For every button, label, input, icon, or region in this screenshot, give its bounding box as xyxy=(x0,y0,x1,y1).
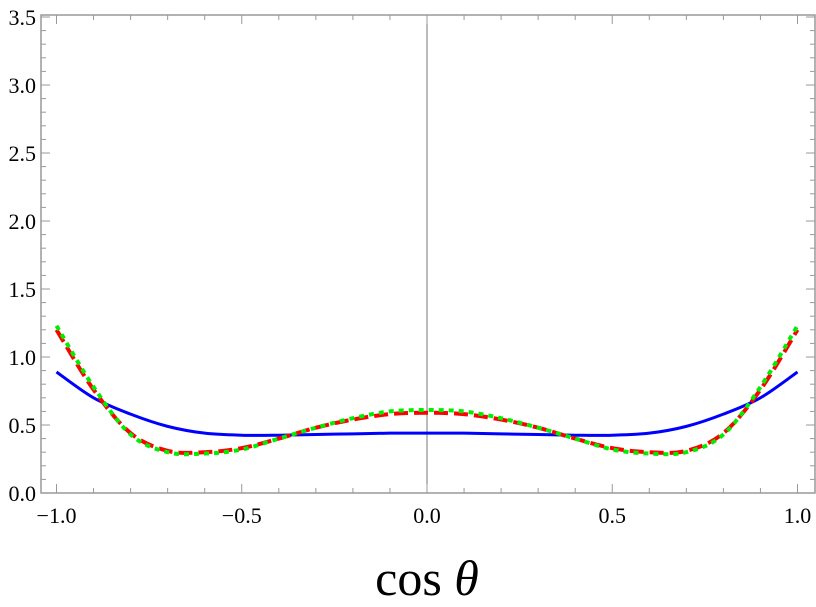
y-tick-label: 2.0 xyxy=(9,209,37,234)
x-axis-label: cos θ xyxy=(375,550,479,606)
curves xyxy=(54,324,800,457)
y-tick-label: 1.5 xyxy=(9,277,37,302)
series-dashed-line xyxy=(54,328,800,455)
y-tick-label: 0.5 xyxy=(9,413,37,438)
y-tick-label: 1.0 xyxy=(9,345,37,370)
plot-frame xyxy=(40,14,816,494)
tick-labels: −1.0 −0.5 0.0 0.5 1.0 0.0 0.5 1.0 1.5 2.0 2.5 3.0 3.… xyxy=(9,5,812,528)
y-tick-label: 3.0 xyxy=(9,73,37,98)
y-tick-label: 3.5 xyxy=(9,5,37,30)
x-tick-label: 1.0 xyxy=(784,503,812,528)
y-tick-label: 0.0 xyxy=(9,481,37,506)
x-tick-label: 0.0 xyxy=(413,503,441,528)
x-tick-label: −1.0 xyxy=(37,503,77,528)
x-tick-label: −0.5 xyxy=(222,503,262,528)
y-tick-label: 2.5 xyxy=(9,141,37,166)
x-tick-label: 0.5 xyxy=(599,503,627,528)
series-dotted-line xyxy=(54,324,800,457)
series-solid-line xyxy=(55,370,799,437)
